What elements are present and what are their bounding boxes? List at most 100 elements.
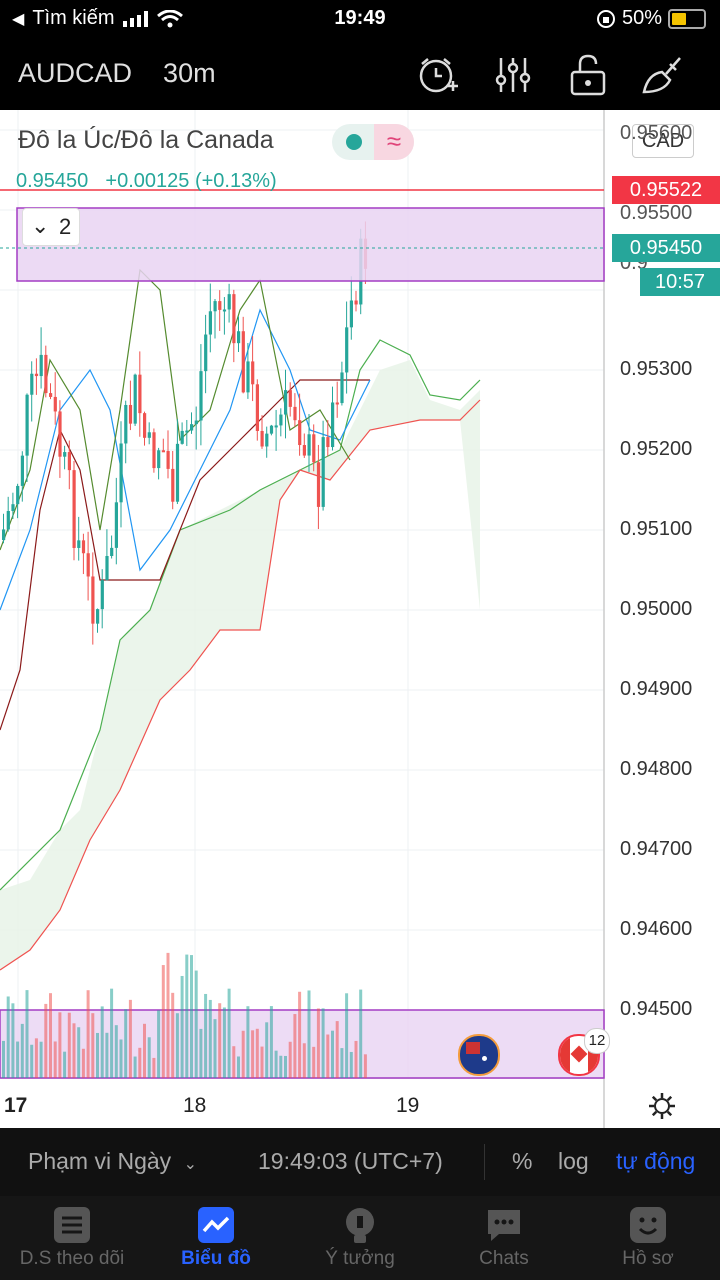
ichimoku-cloud: [0, 360, 480, 970]
percent-scale-toggle[interactable]: %: [512, 1148, 533, 1174]
currency-label[interactable]: CAD: [632, 124, 694, 158]
tab-ideas[interactable]: Ý tưởng: [288, 1196, 432, 1280]
candle: [326, 437, 330, 448]
chart-toolbar: AUDCAD 30m: [0, 38, 720, 110]
profile-icon: [630, 1207, 666, 1243]
volume-bar: [67, 1012, 71, 1078]
candle: [269, 425, 274, 434]
candle: [354, 300, 358, 305]
tab-label: Biểu đồ: [181, 1248, 251, 1269]
market-status-pill[interactable]: ≈: [332, 124, 414, 160]
indicator-count: 2: [59, 214, 72, 239]
candle: [255, 384, 259, 431]
candle: [213, 301, 217, 312]
volume-bar: [298, 991, 302, 1078]
candle: [274, 425, 278, 428]
australia-event-flag-icon[interactable]: [458, 1034, 500, 1076]
volume-bar: [345, 993, 349, 1078]
candle: [67, 452, 71, 471]
volume-bar: [110, 988, 114, 1078]
indicator-badge-icon: ≈: [374, 124, 414, 160]
candle: [44, 354, 48, 394]
volume-bar: [213, 1019, 217, 1078]
volume-bar: [171, 992, 175, 1078]
chart-area[interactable]: Đô la Úc/Đô la Canada ≈ 0.95450 +0.00125…: [0, 110, 720, 1128]
event-count-badge: 12: [584, 1028, 610, 1054]
volume-bar: [274, 1050, 278, 1078]
volume-bar: [34, 1038, 38, 1078]
indicators-icon[interactable]: [490, 52, 536, 98]
candle: [77, 540, 81, 548]
candle: [293, 406, 297, 421]
volume-bar: [133, 1056, 137, 1078]
volume-bar: [199, 1028, 203, 1078]
date-range-selector[interactable]: Phạm vi Ngày ⌄: [28, 1148, 197, 1175]
volume-bar: [354, 1040, 358, 1078]
auto-scale-toggle[interactable]: tự động: [616, 1148, 696, 1174]
volume-bar: [208, 999, 212, 1078]
tab-profile[interactable]: Hồ sơ: [576, 1196, 720, 1280]
volume-bar: [302, 1043, 306, 1078]
log-scale-toggle[interactable]: log: [558, 1148, 589, 1174]
price-change: +0.00125 (+0.13%): [105, 170, 277, 192]
candle: [20, 455, 24, 486]
volume-bar: [241, 1030, 245, 1078]
candle: [96, 609, 100, 624]
volume-bar: [340, 1048, 344, 1078]
volume-bar: [293, 1014, 297, 1078]
candle: [34, 373, 39, 377]
volume-bar: [152, 1057, 156, 1078]
volume-bar: [138, 1047, 142, 1078]
volume-bar: [227, 988, 231, 1078]
status-left[interactable]: ◀ Tìm kiếm: [12, 7, 183, 30]
candle: [279, 414, 283, 426]
candle: [321, 437, 325, 507]
volume-bar: [161, 965, 165, 1078]
volume-bar: [77, 1027, 81, 1078]
tab-label: Hồ sơ: [622, 1248, 674, 1269]
unlock-icon[interactable]: [566, 52, 612, 98]
candle: [298, 420, 302, 446]
volume-bar: [63, 1051, 67, 1078]
candle: [232, 294, 236, 344]
chevron-down-icon: ⌄: [31, 213, 50, 238]
tab-watchlist[interactable]: D.S theo dõi: [0, 1196, 144, 1280]
candle: [194, 420, 198, 425]
volume-bar: [204, 993, 208, 1078]
price-chart[interactable]: [0, 110, 720, 1128]
price-label: 0.94800: [620, 758, 693, 780]
price-label: 0.94700: [620, 838, 693, 860]
bar-countdown: 10:57: [640, 268, 720, 296]
chart-clock[interactable]: 19:49:03 (UTC+7): [258, 1148, 443, 1174]
volume-bar: [105, 1032, 109, 1078]
candle: [49, 393, 53, 397]
symbol-title[interactable]: AUDCAD 30m: [18, 58, 216, 89]
volume-bar: [335, 1021, 339, 1078]
candle: [105, 556, 109, 581]
candle: [208, 311, 212, 335]
volume-bar: [288, 1041, 292, 1078]
time-label-18: 18: [183, 1094, 207, 1117]
candle: [331, 402, 335, 448]
candle: [349, 300, 353, 328]
price-label: 0.94600: [620, 918, 693, 940]
drawing-tools-icon[interactable]: [640, 52, 686, 98]
tab-chart[interactable]: Biểu đồ: [144, 1196, 288, 1280]
candle: [91, 576, 95, 624]
tab-chats[interactable]: Chats: [432, 1196, 576, 1280]
volume-bar: [11, 1003, 15, 1078]
candle: [133, 374, 137, 424]
volume-bar: [190, 955, 193, 1078]
collapse-indicators-button[interactable]: ⌄ 2: [22, 208, 80, 246]
candle: [288, 390, 292, 407]
volume-bar: [44, 1003, 48, 1078]
volume-bar: [222, 1007, 226, 1078]
candle: [340, 372, 344, 404]
alert-clock-icon[interactable]: [414, 52, 460, 98]
volume-bar: [114, 1025, 118, 1078]
chart-settings-gear-icon[interactable]: [648, 1092, 676, 1120]
candle: [316, 462, 321, 507]
candle: [100, 580, 104, 610]
candle: [6, 511, 10, 530]
volume-bar: [20, 1023, 24, 1078]
